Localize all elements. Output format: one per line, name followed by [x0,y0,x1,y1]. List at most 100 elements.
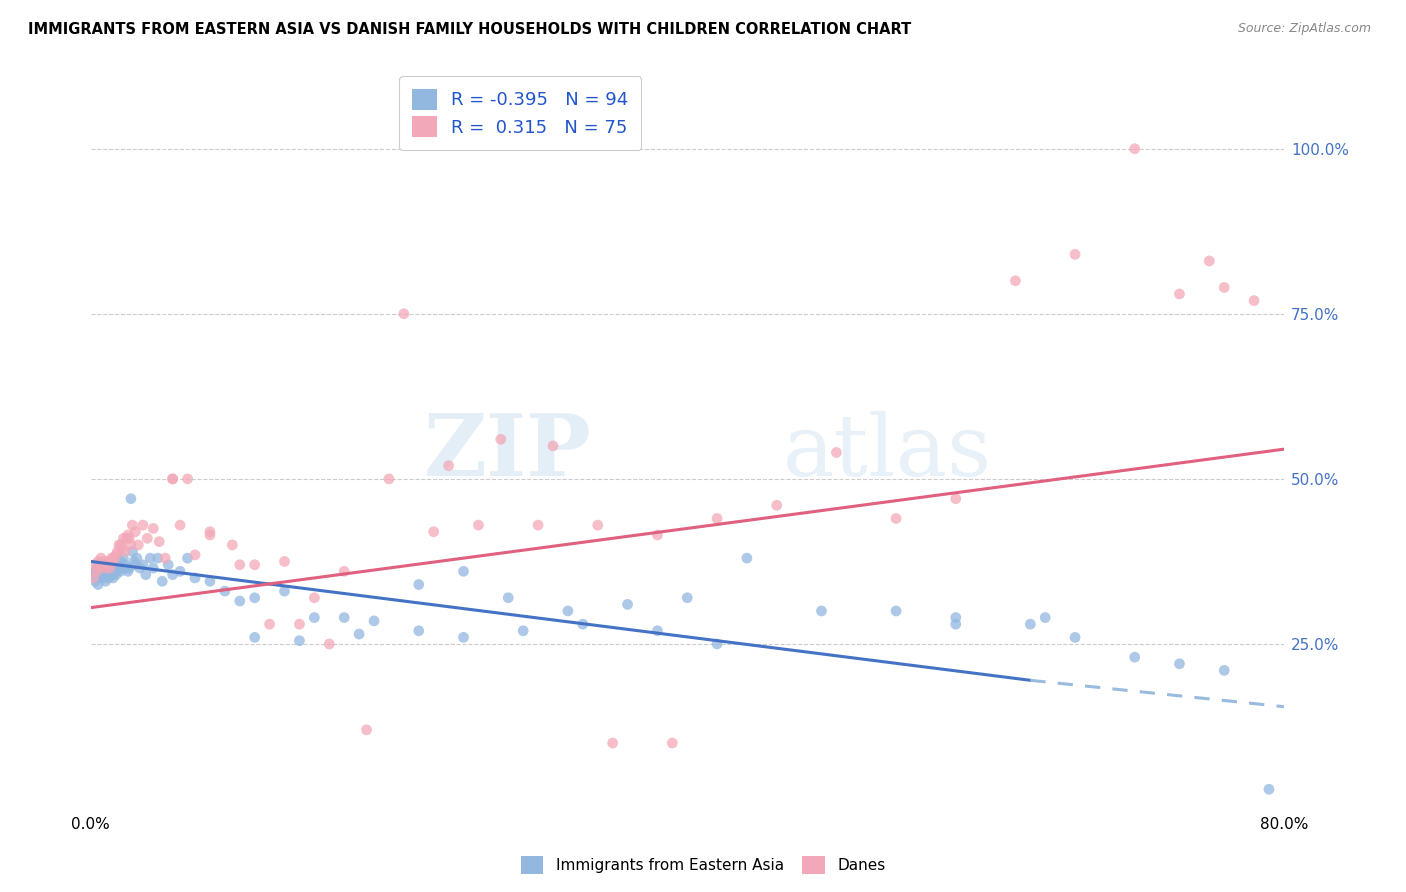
Point [114,544,136,558]
Point [112,551,135,566]
Point [541,439,564,453]
Point [93,571,115,585]
Point [91,558,114,572]
Point [127,538,149,552]
Point [1123,142,1146,156]
Point [97,565,120,579]
Point [114,558,136,572]
Point [96,558,118,572]
Point [661,736,683,750]
Point [162,567,184,582]
Point [1168,287,1191,301]
Point [115,532,138,546]
Legend: Immigrants from Eastern Asia, Danes: Immigrants from Eastern Asia, Danes [515,850,891,880]
Point [83,571,105,585]
Point [94,574,117,589]
Point [884,604,907,618]
Point [1198,254,1220,268]
Point [118,532,141,546]
Point [125,551,148,566]
Point [84,565,107,579]
Point [184,571,207,585]
Point [304,610,326,624]
Point [90,571,112,585]
Point [108,561,131,575]
Point [104,548,127,562]
Point [162,472,184,486]
Point [97,554,120,568]
Point [93,554,115,568]
Point [136,532,159,546]
Point [176,472,198,486]
Point [304,591,326,605]
Point [333,565,356,579]
Point [259,617,281,632]
Point [1064,247,1087,261]
Point [89,567,111,582]
Point [221,538,243,552]
Point [363,614,385,628]
Point [84,558,107,572]
Point [810,604,832,618]
Point [647,528,669,542]
Point [83,567,105,582]
Legend: R = -0.395   N = 94, R =  0.315   N = 75: R = -0.395 N = 94, R = 0.315 N = 75 [399,77,641,150]
Point [107,558,129,572]
Text: atlas: atlas [783,411,991,494]
Point [120,538,142,552]
Point [124,558,146,572]
Point [318,637,340,651]
Point [453,565,475,579]
Point [120,491,142,506]
Point [150,574,173,589]
Point [1168,657,1191,671]
Point [98,561,121,575]
Point [101,554,124,568]
Point [676,591,699,605]
Point [86,571,108,585]
Point [96,567,118,582]
Point [100,567,122,582]
Point [1243,293,1265,308]
Text: ZIP: ZIP [425,410,592,494]
Point [89,558,111,572]
Point [706,511,728,525]
Text: IMMIGRANTS FROM EASTERN ASIA VS DANISH FAMILY HOUSEHOLDS WITH CHILDREN CORRELATI: IMMIGRANTS FROM EASTERN ASIA VS DANISH F… [28,22,911,37]
Point [110,538,132,552]
Text: Source: ZipAtlas.com: Source: ZipAtlas.com [1237,22,1371,36]
Point [118,561,141,575]
Point [124,524,146,539]
Point [735,551,758,566]
Point [616,598,638,612]
Point [108,538,131,552]
Point [572,617,595,632]
Point [243,591,266,605]
Point [86,565,108,579]
Point [110,565,132,579]
Point [169,565,191,579]
Point [884,511,907,525]
Point [1019,617,1042,632]
Point [333,610,356,624]
Point [945,491,967,506]
Point [132,558,155,572]
Point [1213,664,1236,678]
Point [91,567,114,582]
Point [408,624,430,638]
Point [112,561,135,575]
Point [101,561,124,575]
Point [104,565,127,579]
Point [169,518,191,533]
Point [489,432,512,446]
Point [825,445,848,459]
Point [1033,610,1056,624]
Point [356,723,378,737]
Point [527,518,550,533]
Point [96,558,118,572]
Point [945,617,967,632]
Point [392,307,415,321]
Point [121,544,143,558]
Point [142,561,165,575]
Point [243,631,266,645]
Point [104,567,127,582]
